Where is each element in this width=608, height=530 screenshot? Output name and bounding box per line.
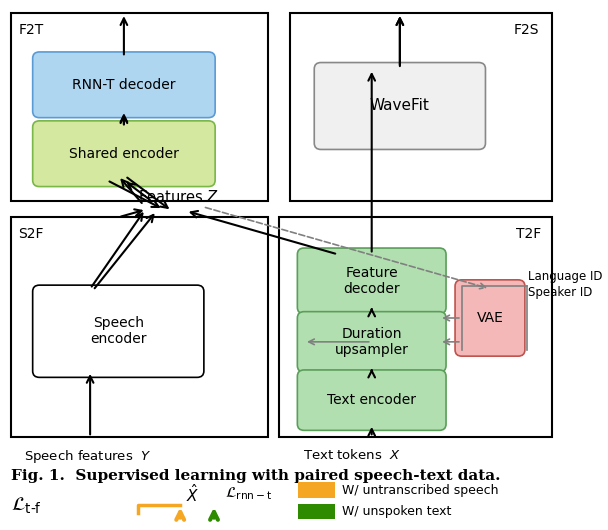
Text: Speaker ID: Speaker ID xyxy=(528,286,592,299)
Text: Speech
encoder: Speech encoder xyxy=(90,316,147,346)
Text: Feature
decoder: Feature decoder xyxy=(344,266,400,296)
FancyBboxPatch shape xyxy=(279,217,552,437)
FancyBboxPatch shape xyxy=(290,13,552,201)
FancyBboxPatch shape xyxy=(299,504,335,519)
FancyBboxPatch shape xyxy=(33,121,215,187)
Text: $\hat{X}$: $\hat{X}$ xyxy=(186,483,199,505)
Text: Shared encoder: Shared encoder xyxy=(69,147,179,161)
Text: W/ unspoken text: W/ unspoken text xyxy=(342,505,452,518)
Text: Text encoder: Text encoder xyxy=(327,393,416,407)
Text: $\mathcal{L}_{\mathrm{t\text{-}f}}$: $\mathcal{L}_{\mathrm{t\text{-}f}}$ xyxy=(12,496,42,516)
Text: VAE: VAE xyxy=(477,311,503,325)
Text: RNN-T decoder: RNN-T decoder xyxy=(72,78,176,92)
Text: F2T: F2T xyxy=(19,23,44,37)
FancyBboxPatch shape xyxy=(33,52,215,118)
FancyBboxPatch shape xyxy=(297,248,446,314)
Text: S2F: S2F xyxy=(19,227,44,241)
Text: F2S: F2S xyxy=(514,23,539,37)
Text: Speech features  $\boldsymbol{\mathit{Y}}$: Speech features $\boldsymbol{\mathit{Y}}… xyxy=(24,448,151,465)
FancyBboxPatch shape xyxy=(299,482,335,498)
Text: W/ untranscribed speech: W/ untranscribed speech xyxy=(342,484,499,497)
Text: WaveFit: WaveFit xyxy=(370,99,430,113)
Text: Text tokens  $\boldsymbol{\mathit{X}}$: Text tokens $\boldsymbol{\mathit{X}}$ xyxy=(303,448,401,462)
Text: Fig. 1.  Supervised learning with paired speech-text data.: Fig. 1. Supervised learning with paired … xyxy=(12,469,501,483)
FancyBboxPatch shape xyxy=(314,63,485,149)
FancyBboxPatch shape xyxy=(33,285,204,377)
FancyBboxPatch shape xyxy=(455,280,525,356)
Text: T2F: T2F xyxy=(516,227,541,241)
FancyBboxPatch shape xyxy=(297,370,446,430)
FancyBboxPatch shape xyxy=(12,217,268,437)
Text: $\mathcal{L}_{\mathrm{rnn-t}}$: $\mathcal{L}_{\mathrm{rnn-t}}$ xyxy=(226,485,273,502)
Text: Duration
upsampler: Duration upsampler xyxy=(335,327,409,357)
Text: Language ID: Language ID xyxy=(528,270,602,283)
Text: Features $\boldsymbol{\mathit{Z}}$: Features $\boldsymbol{\mathit{Z}}$ xyxy=(138,189,219,205)
FancyBboxPatch shape xyxy=(297,312,446,372)
FancyBboxPatch shape xyxy=(12,13,268,201)
